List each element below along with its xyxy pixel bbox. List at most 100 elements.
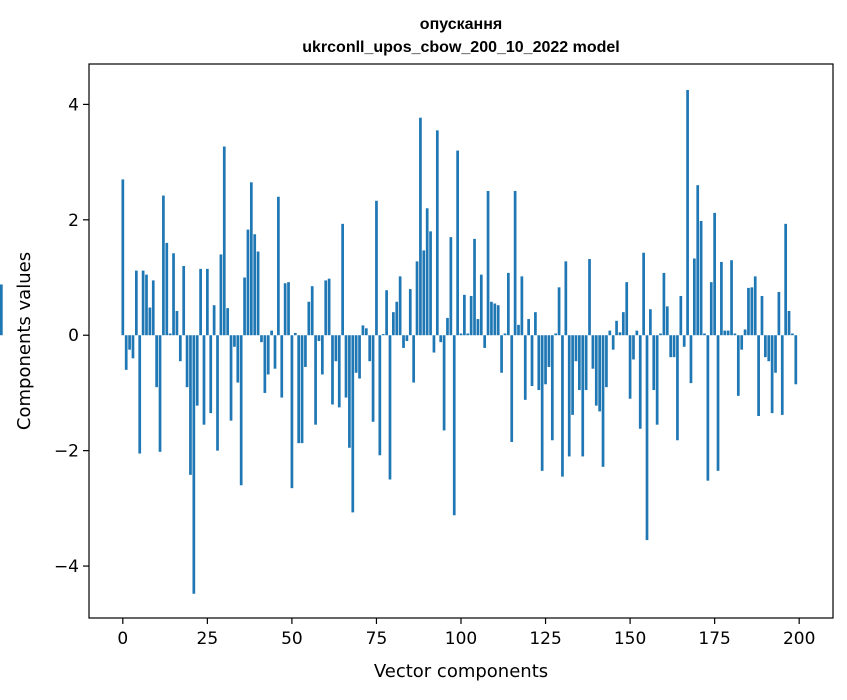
bar: [686, 89, 689, 336]
bar: [534, 312, 537, 336]
bar: [554, 333, 558, 336]
bar: [175, 310, 179, 336]
bar: [293, 332, 297, 336]
bar: [740, 335, 744, 350]
bar: [246, 229, 250, 336]
bar: [510, 335, 514, 442]
bar: [723, 330, 727, 336]
bar: [398, 276, 402, 336]
bar: [760, 295, 764, 336]
x-tick-label: 75: [366, 629, 388, 649]
bar: [699, 220, 703, 336]
bar: [260, 335, 263, 343]
bar: [473, 238, 476, 336]
bar: [364, 328, 368, 336]
bar: [141, 270, 145, 336]
bar: [151, 280, 155, 336]
bar: [320, 335, 324, 375]
bar: [537, 335, 541, 391]
bar: [297, 335, 301, 444]
bar: [608, 330, 612, 336]
bar: [307, 301, 311, 336]
bar: [645, 335, 649, 541]
bar: [767, 335, 771, 362]
bar: [178, 335, 182, 362]
bar: [280, 335, 284, 398]
bar: [540, 335, 544, 471]
bar: [277, 196, 280, 336]
bar: [148, 307, 152, 336]
bar: [435, 130, 439, 336]
bar: [513, 190, 517, 336]
y-tick-label: 0: [68, 326, 79, 346]
bar: [195, 335, 199, 406]
bar: [395, 301, 399, 336]
x-axis-ticks: 0 25 50 75 100 125 150 175 200: [117, 618, 815, 649]
bar: [520, 276, 524, 336]
bar: [736, 335, 740, 396]
bar: [402, 335, 405, 348]
bar: [229, 335, 233, 421]
bar: [371, 335, 375, 422]
y-tick-label: 4: [68, 95, 79, 115]
bar: [0, 284, 3, 336]
bar: [621, 312, 625, 336]
bar: [222, 146, 226, 336]
bar: [344, 335, 348, 398]
bar: [459, 333, 463, 336]
bar: [182, 265, 186, 336]
bar: [243, 277, 246, 336]
bar: [162, 195, 165, 336]
bar: [496, 305, 500, 336]
bar: [168, 333, 172, 336]
bar: [791, 333, 794, 336]
bar: [780, 335, 784, 415]
bar: [696, 185, 700, 336]
bar: [770, 335, 774, 414]
bar: [256, 251, 260, 336]
bar: [381, 334, 385, 336]
bar: [124, 335, 128, 370]
bar: [385, 290, 388, 336]
bar: [490, 301, 493, 336]
bar: [446, 317, 449, 336]
bar: [216, 335, 219, 451]
bar: [463, 294, 466, 336]
bar: [270, 330, 273, 336]
bar: [784, 223, 788, 336]
x-tick-label: 200: [783, 629, 815, 649]
bar: [544, 335, 547, 385]
y-tick-label: 2: [68, 211, 79, 231]
bar: [625, 282, 629, 336]
bar: [199, 268, 202, 336]
bar: [253, 234, 257, 336]
bar: [425, 208, 429, 336]
bar: [368, 335, 372, 362]
bar: [358, 335, 361, 379]
bar: [547, 335, 551, 367]
bar: [659, 333, 662, 336]
bar: [594, 335, 598, 406]
bar: [500, 335, 503, 373]
bar: [121, 179, 125, 336]
bar: [469, 295, 473, 336]
bar: [442, 335, 446, 431]
bar: [676, 335, 679, 441]
bar: [642, 252, 645, 336]
bar: [212, 305, 216, 336]
x-tick-label: 175: [698, 629, 730, 649]
bar: [753, 276, 757, 336]
bar: [348, 335, 351, 448]
bar: [618, 332, 622, 336]
bar: [649, 309, 652, 336]
bar: [692, 258, 696, 336]
bar: [408, 289, 412, 336]
bar: [341, 223, 344, 336]
bar: [392, 312, 395, 336]
bar: [682, 335, 686, 347]
bar: [726, 330, 730, 336]
bar: [774, 335, 777, 373]
bar: [493, 303, 497, 336]
bar: [145, 274, 148, 336]
